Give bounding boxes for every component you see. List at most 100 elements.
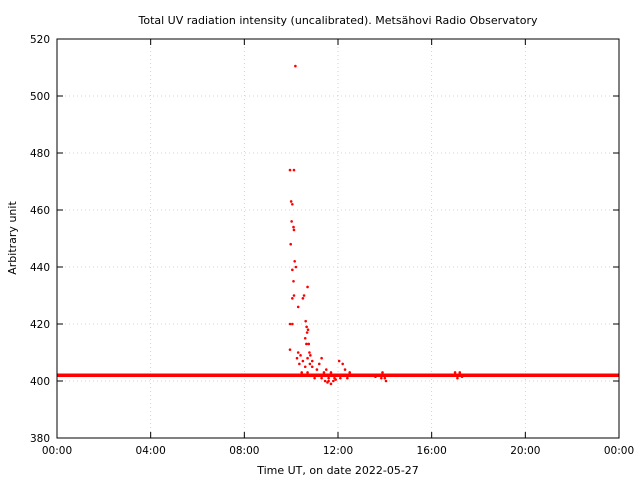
data-point — [301, 359, 305, 363]
y-axis-ticks: 380 400 420 440 460 480 500 520 — [30, 34, 619, 445]
data-point — [288, 322, 292, 326]
data-point — [376, 374, 380, 377]
data-point — [289, 200, 293, 203]
data-point — [334, 378, 337, 381]
data-point — [292, 279, 295, 283]
data-point — [346, 376, 349, 380]
data-point — [305, 331, 309, 334]
chart-title: Total UV radiation intensity (uncalibrat… — [138, 14, 538, 27]
data-point — [384, 379, 388, 383]
data-point — [458, 371, 462, 374]
data-point — [453, 371, 457, 374]
data-point — [306, 285, 309, 289]
data-point — [303, 365, 307, 369]
data-point — [292, 168, 296, 172]
data-point — [310, 365, 314, 369]
y-tick-label: 460 — [30, 205, 50, 217]
data-point — [326, 381, 329, 384]
data-point — [452, 374, 456, 377]
data-point — [320, 376, 323, 380]
x-axis-label: Time UT, on date 2022-05-27 — [256, 464, 419, 477]
plot-frame — [56, 38, 620, 439]
data-point — [289, 242, 292, 246]
data-point — [310, 359, 314, 363]
data-point — [383, 376, 387, 380]
data-point — [302, 294, 306, 297]
data-point — [337, 359, 341, 363]
data-point — [288, 348, 292, 351]
y-tick-label: 520 — [30, 34, 50, 46]
data-point — [292, 294, 296, 297]
y-tick-label: 480 — [30, 148, 50, 160]
data-point — [294, 64, 297, 68]
data-point — [303, 336, 307, 340]
data-point — [302, 374, 306, 377]
data-point — [324, 368, 328, 371]
y-tick-label: 420 — [30, 319, 50, 331]
data-point — [355, 374, 359, 377]
data-point — [329, 382, 333, 386]
data-point — [294, 265, 298, 269]
data-point — [306, 356, 309, 360]
data-point — [296, 305, 300, 309]
x-tick-label: 00:00 — [42, 445, 72, 457]
x-tick-label: 16:00 — [417, 445, 447, 457]
x-tick-label: 12:00 — [323, 445, 353, 457]
data-point — [291, 297, 294, 300]
x-axis-ticks: 00:00 04:00 08:00 12:00 16:00 20:00 00:00 — [42, 39, 634, 457]
data-point — [288, 168, 292, 172]
data-point — [305, 325, 308, 329]
data-point — [300, 371, 304, 374]
y-tick-label: 380 — [30, 433, 50, 445]
data-point — [463, 374, 466, 377]
x-tick-label: 00:00 — [604, 445, 634, 457]
data-point — [323, 379, 327, 383]
data-point — [292, 225, 295, 229]
x-tick-label: 20:00 — [510, 445, 540, 457]
data-point — [291, 203, 294, 206]
data-point — [293, 260, 296, 263]
data-point — [317, 362, 321, 366]
data-point — [385, 374, 389, 377]
data-point — [306, 371, 309, 374]
data-point — [322, 371, 326, 374]
data-point — [291, 268, 294, 272]
data-point — [343, 368, 347, 371]
data-point — [380, 376, 383, 380]
data-point — [301, 297, 305, 300]
data-point — [296, 351, 300, 354]
data-point — [348, 371, 352, 374]
data-point — [320, 356, 323, 360]
data-points — [288, 64, 466, 386]
data-point — [307, 342, 311, 346]
y-axis-label: Arbitrary unit — [6, 201, 19, 275]
y-tick-label: 400 — [30, 376, 50, 388]
data-point — [313, 376, 316, 380]
data-point — [298, 362, 301, 366]
data-point — [292, 228, 296, 232]
data-point — [332, 379, 335, 383]
data-point — [374, 375, 377, 379]
data-point — [305, 342, 308, 346]
data-point — [304, 319, 307, 323]
data-point — [308, 351, 311, 354]
data-point — [315, 368, 319, 371]
data-point — [290, 220, 293, 223]
data-point — [456, 376, 459, 380]
data-point — [339, 376, 342, 380]
grid — [57, 39, 619, 438]
data-point — [364, 374, 368, 377]
data-point — [299, 354, 302, 357]
data-point — [291, 322, 294, 326]
data-point — [460, 375, 464, 379]
data-point — [295, 356, 299, 360]
y-tick-label: 500 — [30, 91, 50, 103]
data-point — [329, 371, 333, 374]
y-tick-label: 440 — [30, 262, 50, 274]
x-tick-label: 04:00 — [136, 445, 166, 457]
data-point — [327, 376, 330, 380]
data-point — [306, 328, 310, 332]
data-point — [309, 354, 312, 357]
